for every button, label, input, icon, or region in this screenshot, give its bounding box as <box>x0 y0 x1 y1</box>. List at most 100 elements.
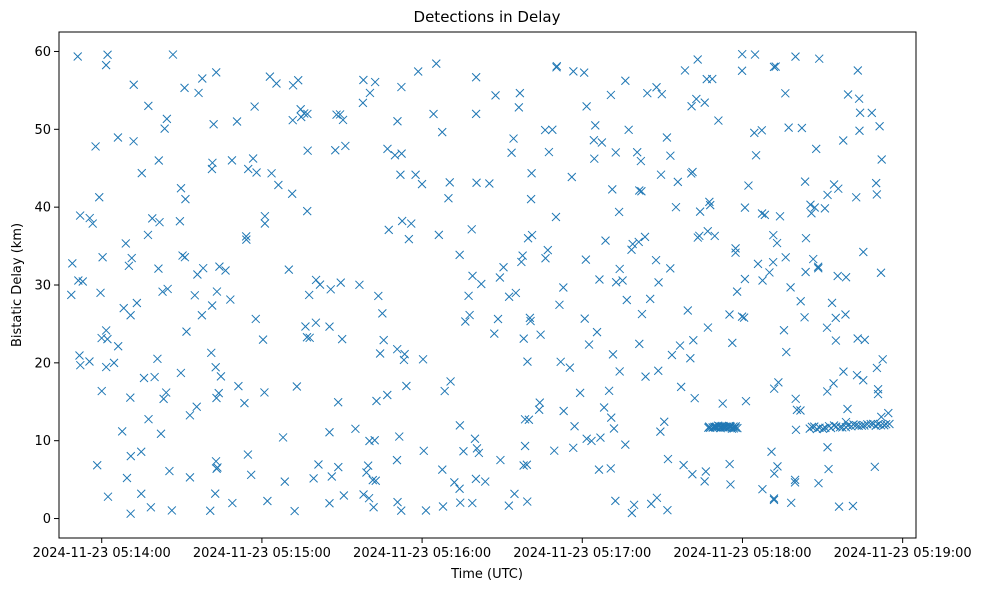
x-tick-label: 2024-11-23 05:15:00 <box>193 546 331 561</box>
data-point <box>519 334 529 343</box>
data-point <box>144 414 153 424</box>
data-point <box>758 484 767 494</box>
data-point <box>878 354 888 364</box>
y-tick-label: 30 <box>34 279 51 294</box>
data-point <box>250 102 259 111</box>
data-point <box>757 125 767 135</box>
data-point <box>822 323 832 333</box>
data-point <box>97 333 106 343</box>
data-point <box>311 318 321 328</box>
data-point <box>155 217 164 227</box>
data-point <box>252 168 261 177</box>
data-point <box>364 493 374 503</box>
data-point <box>314 460 323 469</box>
data-point <box>370 435 380 445</box>
data-point <box>786 283 795 292</box>
data-point <box>611 277 621 287</box>
data-point <box>194 88 203 98</box>
data-point <box>833 271 843 281</box>
data-point <box>827 298 837 308</box>
data-point <box>666 151 675 161</box>
data-point <box>627 508 637 518</box>
data-point <box>831 313 841 323</box>
data-point <box>618 276 627 285</box>
data-point <box>351 424 360 434</box>
data-point <box>495 273 505 282</box>
data-point <box>834 502 844 511</box>
data-point <box>673 177 683 187</box>
data-point <box>753 259 763 269</box>
data-point <box>418 354 428 364</box>
data-point <box>394 432 404 441</box>
data-point <box>301 322 310 331</box>
data-point <box>146 502 156 512</box>
data-point <box>629 500 639 510</box>
data-point <box>800 312 809 322</box>
data-point <box>153 354 162 364</box>
data-point <box>101 60 111 70</box>
data-point <box>688 469 697 479</box>
data-point <box>98 252 107 262</box>
data-point <box>336 278 346 287</box>
data-point <box>85 357 94 366</box>
data-point <box>372 396 381 406</box>
data-point <box>243 164 253 174</box>
data-point <box>857 421 867 430</box>
data-point <box>527 230 537 240</box>
data-point <box>786 498 796 508</box>
data-point <box>718 399 728 408</box>
data-point <box>480 477 490 486</box>
data-point <box>211 68 221 77</box>
data-point <box>632 147 642 157</box>
data-point <box>843 421 853 430</box>
data-point <box>315 280 325 289</box>
data-point <box>413 67 423 76</box>
data-point <box>523 357 532 366</box>
data-point <box>792 405 802 415</box>
data-point <box>467 498 477 508</box>
data-point <box>652 493 662 503</box>
data-point <box>541 253 550 263</box>
data-point <box>725 459 734 469</box>
x-axis-label: Time (UTC) <box>450 567 523 582</box>
data-point <box>246 470 256 480</box>
data-point <box>694 231 704 241</box>
data-point <box>829 379 838 388</box>
data-point <box>876 412 886 422</box>
data-point <box>212 393 221 403</box>
data-point <box>733 423 742 433</box>
data-point <box>534 405 544 415</box>
data-point <box>296 104 306 114</box>
data-point <box>518 251 527 260</box>
data-point <box>691 94 701 104</box>
data-point <box>234 381 243 391</box>
data-point <box>225 295 235 304</box>
data-point <box>731 248 740 258</box>
data-point <box>440 386 450 396</box>
data-point <box>332 110 341 120</box>
data-point <box>489 329 499 338</box>
data-point <box>339 491 349 500</box>
data-point <box>726 480 735 489</box>
data-point <box>822 387 832 396</box>
data-point <box>700 477 710 486</box>
data-point <box>791 425 801 435</box>
data-point <box>637 186 646 196</box>
data-point <box>129 136 138 146</box>
data-point <box>615 264 625 274</box>
data-point <box>540 125 550 135</box>
data-point <box>801 233 811 243</box>
data-point <box>675 341 685 350</box>
data-point <box>333 397 343 407</box>
data-point <box>740 203 750 212</box>
data-point <box>154 156 164 165</box>
data-point <box>849 420 858 429</box>
data-point <box>287 189 297 199</box>
data-point <box>737 66 747 76</box>
data-point <box>773 461 782 471</box>
data-point <box>843 404 852 414</box>
data-point <box>468 271 477 281</box>
data-point <box>337 334 347 344</box>
data-point <box>853 334 863 343</box>
data-point <box>614 207 624 217</box>
